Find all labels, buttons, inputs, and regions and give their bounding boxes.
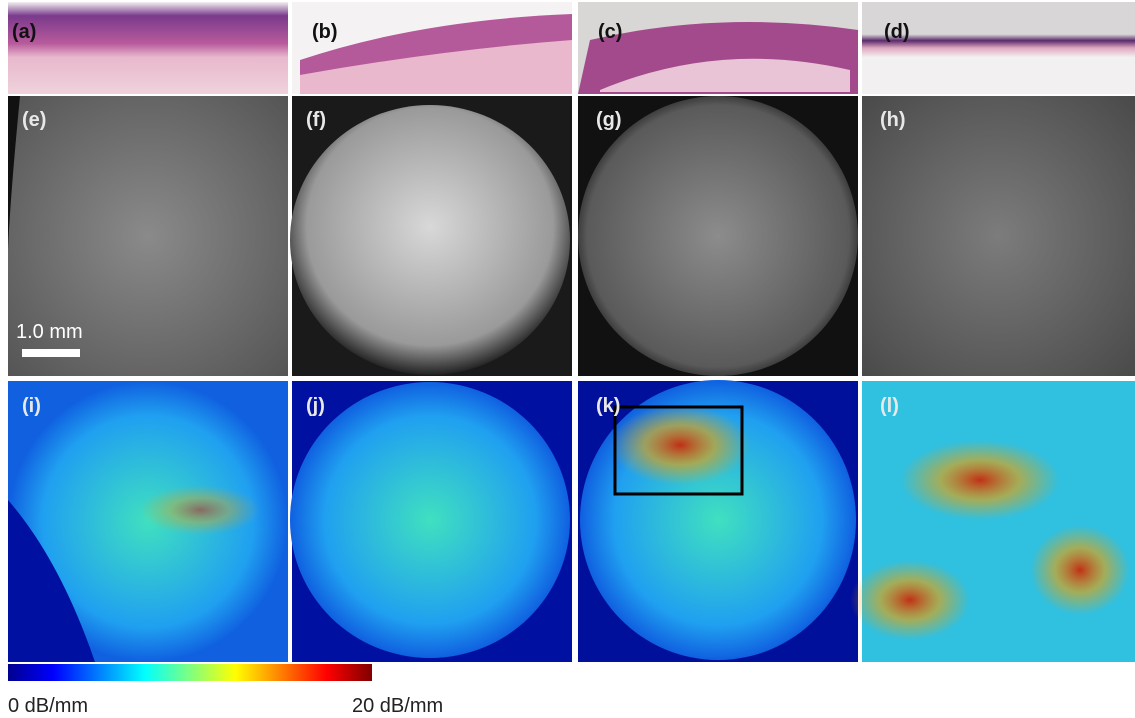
grayscale-row: 1.0 mm: [8, 96, 1135, 376]
hotspot: [1030, 525, 1130, 615]
panel-label: (d): [884, 21, 910, 43]
panel-label: (g): [596, 109, 622, 131]
panel-label: (a): [12, 21, 36, 43]
hotspot: [610, 405, 750, 485]
panel-label: (h): [880, 109, 906, 131]
grayscale-image: [862, 96, 1135, 376]
attenuation-row: [8, 380, 1135, 662]
page: 1.0 mm (a) (b) (c) (d) (e) (f) (g) (h) (…: [0, 0, 1135, 718]
histology-row: [8, 2, 1135, 94]
panel-label: (f): [306, 109, 326, 131]
hotspot: [850, 560, 970, 640]
figure: 1.0 mm (a) (b) (c) (d) (e) (f) (g) (h) (…: [0, 0, 1135, 718]
scale-bar: [22, 349, 80, 357]
histology-image: [8, 2, 288, 94]
panel-label: (e): [22, 109, 46, 131]
hotspot: [900, 440, 1060, 520]
panel-label: (l): [880, 395, 899, 417]
colorbar-min-label: 0 dB/mm: [8, 695, 88, 717]
histology-image: [862, 2, 1135, 94]
hotspot: [140, 485, 260, 535]
scale-bar-label: 1.0 mm: [16, 321, 83, 343]
panel-label: (k): [596, 395, 620, 417]
panel-label: (i): [22, 395, 41, 417]
tissue: [578, 96, 858, 376]
panel-label: (j): [306, 395, 325, 417]
panel-label: (c): [598, 21, 622, 43]
panel-label: (b): [312, 21, 338, 43]
tissue: [290, 382, 570, 658]
colorbar: [8, 664, 372, 681]
tissue: [290, 105, 570, 375]
colorbar-max-label: 20 dB/mm: [352, 695, 443, 717]
